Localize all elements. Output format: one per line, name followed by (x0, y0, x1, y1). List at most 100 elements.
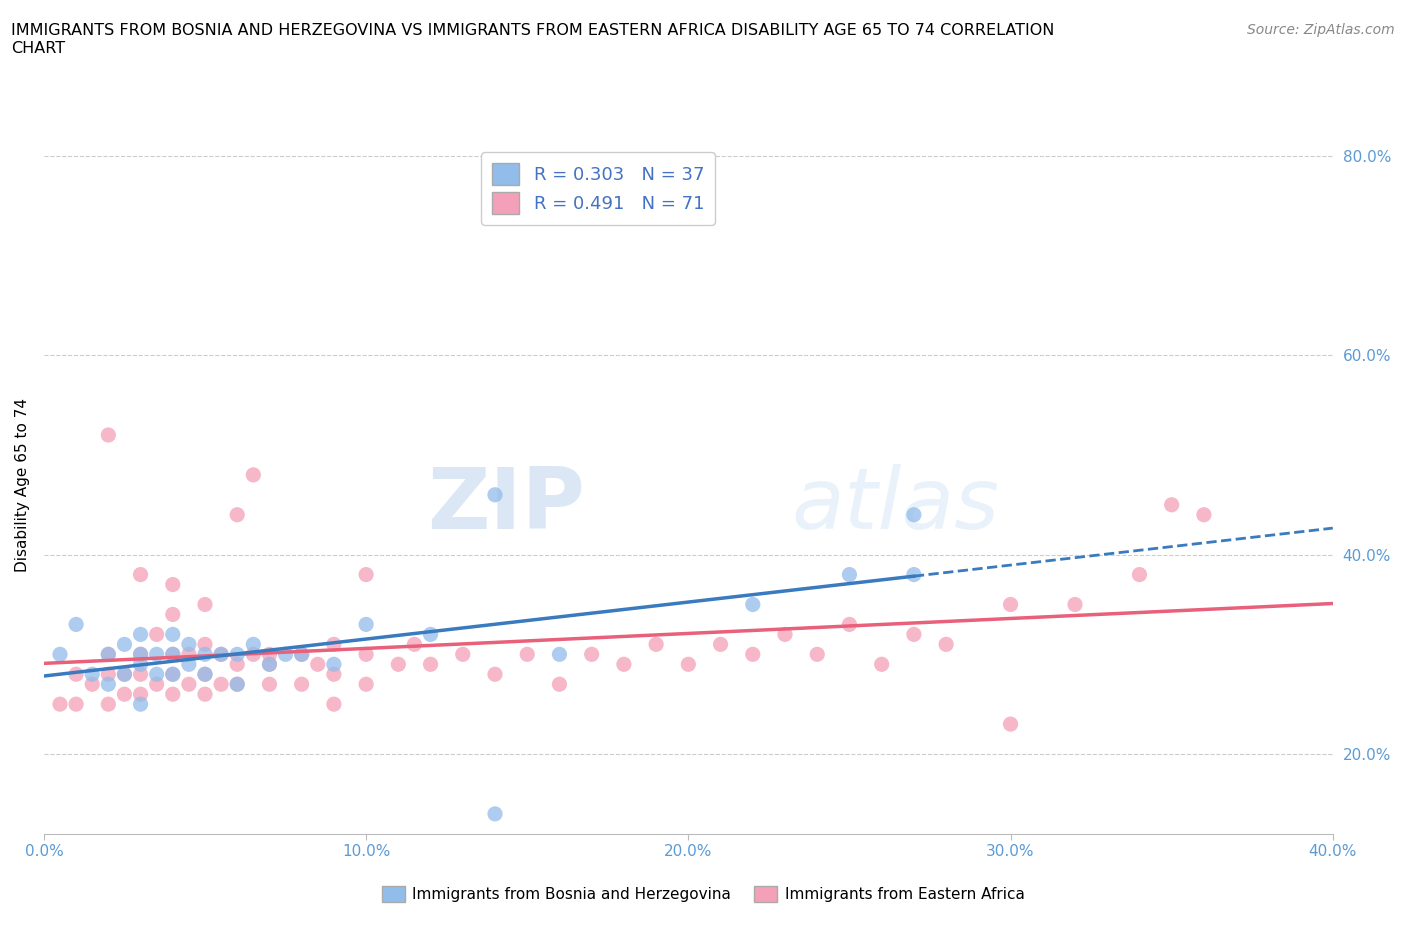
Point (209, 677, 232, 692)
Point (274, 647, 297, 662)
Point (291, 677, 314, 692)
Point (322, 697, 344, 711)
Point (194, 647, 217, 662)
Point (838, 567, 860, 582)
Point (114, 686, 136, 701)
Point (903, 507, 925, 522)
Point (1000, 597, 1022, 612)
Point (903, 627, 925, 642)
Point (177, 647, 200, 662)
Point (242, 647, 264, 662)
Point (162, 578, 184, 592)
Point (162, 686, 184, 701)
Point (259, 677, 281, 692)
Point (162, 647, 184, 662)
Point (97, 428, 120, 443)
Point (307, 657, 329, 671)
Point (129, 647, 152, 662)
Point (259, 657, 281, 671)
Point (145, 667, 167, 682)
Point (114, 667, 136, 682)
Point (387, 657, 409, 671)
Point (145, 647, 167, 662)
Point (548, 647, 571, 662)
Point (322, 667, 344, 682)
Point (97, 677, 120, 692)
Point (1000, 717, 1022, 732)
Point (242, 468, 264, 483)
Point (65, 697, 87, 711)
Point (1160, 498, 1182, 512)
Point (259, 647, 281, 662)
Point (162, 667, 184, 682)
Point (322, 637, 344, 652)
Point (226, 677, 249, 692)
Point (82, 677, 104, 692)
Point (129, 686, 152, 701)
Point (162, 607, 184, 622)
Point (129, 657, 152, 671)
Point (903, 567, 925, 582)
Point (870, 657, 893, 671)
Point (259, 657, 281, 671)
Point (354, 567, 377, 582)
Point (838, 617, 860, 631)
Point (82, 667, 104, 682)
Point (935, 637, 957, 652)
Point (322, 657, 344, 671)
Point (129, 697, 152, 711)
Point (177, 657, 200, 671)
Point (516, 647, 538, 662)
Point (1064, 597, 1087, 612)
Point (194, 686, 217, 701)
Point (114, 667, 136, 682)
Point (242, 637, 264, 652)
Point (49, 697, 72, 711)
Point (194, 597, 217, 612)
Point (291, 647, 314, 662)
Point (97, 697, 120, 711)
Point (709, 637, 731, 652)
Point (678, 657, 700, 671)
Point (613, 657, 636, 671)
Point (741, 647, 763, 662)
Point (484, 806, 506, 821)
Point (741, 597, 763, 612)
Point (129, 627, 152, 642)
Point (484, 487, 506, 502)
Point (209, 647, 232, 662)
Point (1128, 567, 1150, 582)
Text: ZIP: ZIP (427, 464, 585, 547)
Point (226, 677, 249, 692)
Point (226, 507, 249, 522)
Point (194, 667, 217, 682)
Legend: Immigrants from Bosnia and Herzegovina, Immigrants from Eastern Africa: Immigrants from Bosnia and Herzegovina, … (375, 880, 1031, 909)
Point (354, 677, 377, 692)
Point (194, 637, 217, 652)
Text: atlas: atlas (792, 464, 1000, 547)
Y-axis label: Disability Age 65 to 74: Disability Age 65 to 74 (15, 398, 30, 572)
Point (419, 627, 441, 642)
Point (97, 647, 120, 662)
Point (209, 647, 232, 662)
Point (129, 647, 152, 662)
Point (1192, 507, 1215, 522)
Point (162, 647, 184, 662)
Point (97, 647, 120, 662)
Point (114, 637, 136, 652)
Point (97, 667, 120, 682)
Point (145, 677, 167, 692)
Point (177, 677, 200, 692)
Point (162, 627, 184, 642)
Point (65, 667, 87, 682)
Legend: R = 0.303   N = 37, R = 0.491   N = 71: R = 0.303 N = 37, R = 0.491 N = 71 (481, 152, 716, 225)
Point (65, 617, 87, 631)
Point (145, 627, 167, 642)
Point (581, 647, 603, 662)
Point (484, 667, 506, 682)
Point (806, 647, 828, 662)
Point (129, 567, 152, 582)
Point (404, 637, 426, 652)
Text: Source: ZipAtlas.com: Source: ZipAtlas.com (1247, 23, 1395, 37)
Point (451, 647, 474, 662)
